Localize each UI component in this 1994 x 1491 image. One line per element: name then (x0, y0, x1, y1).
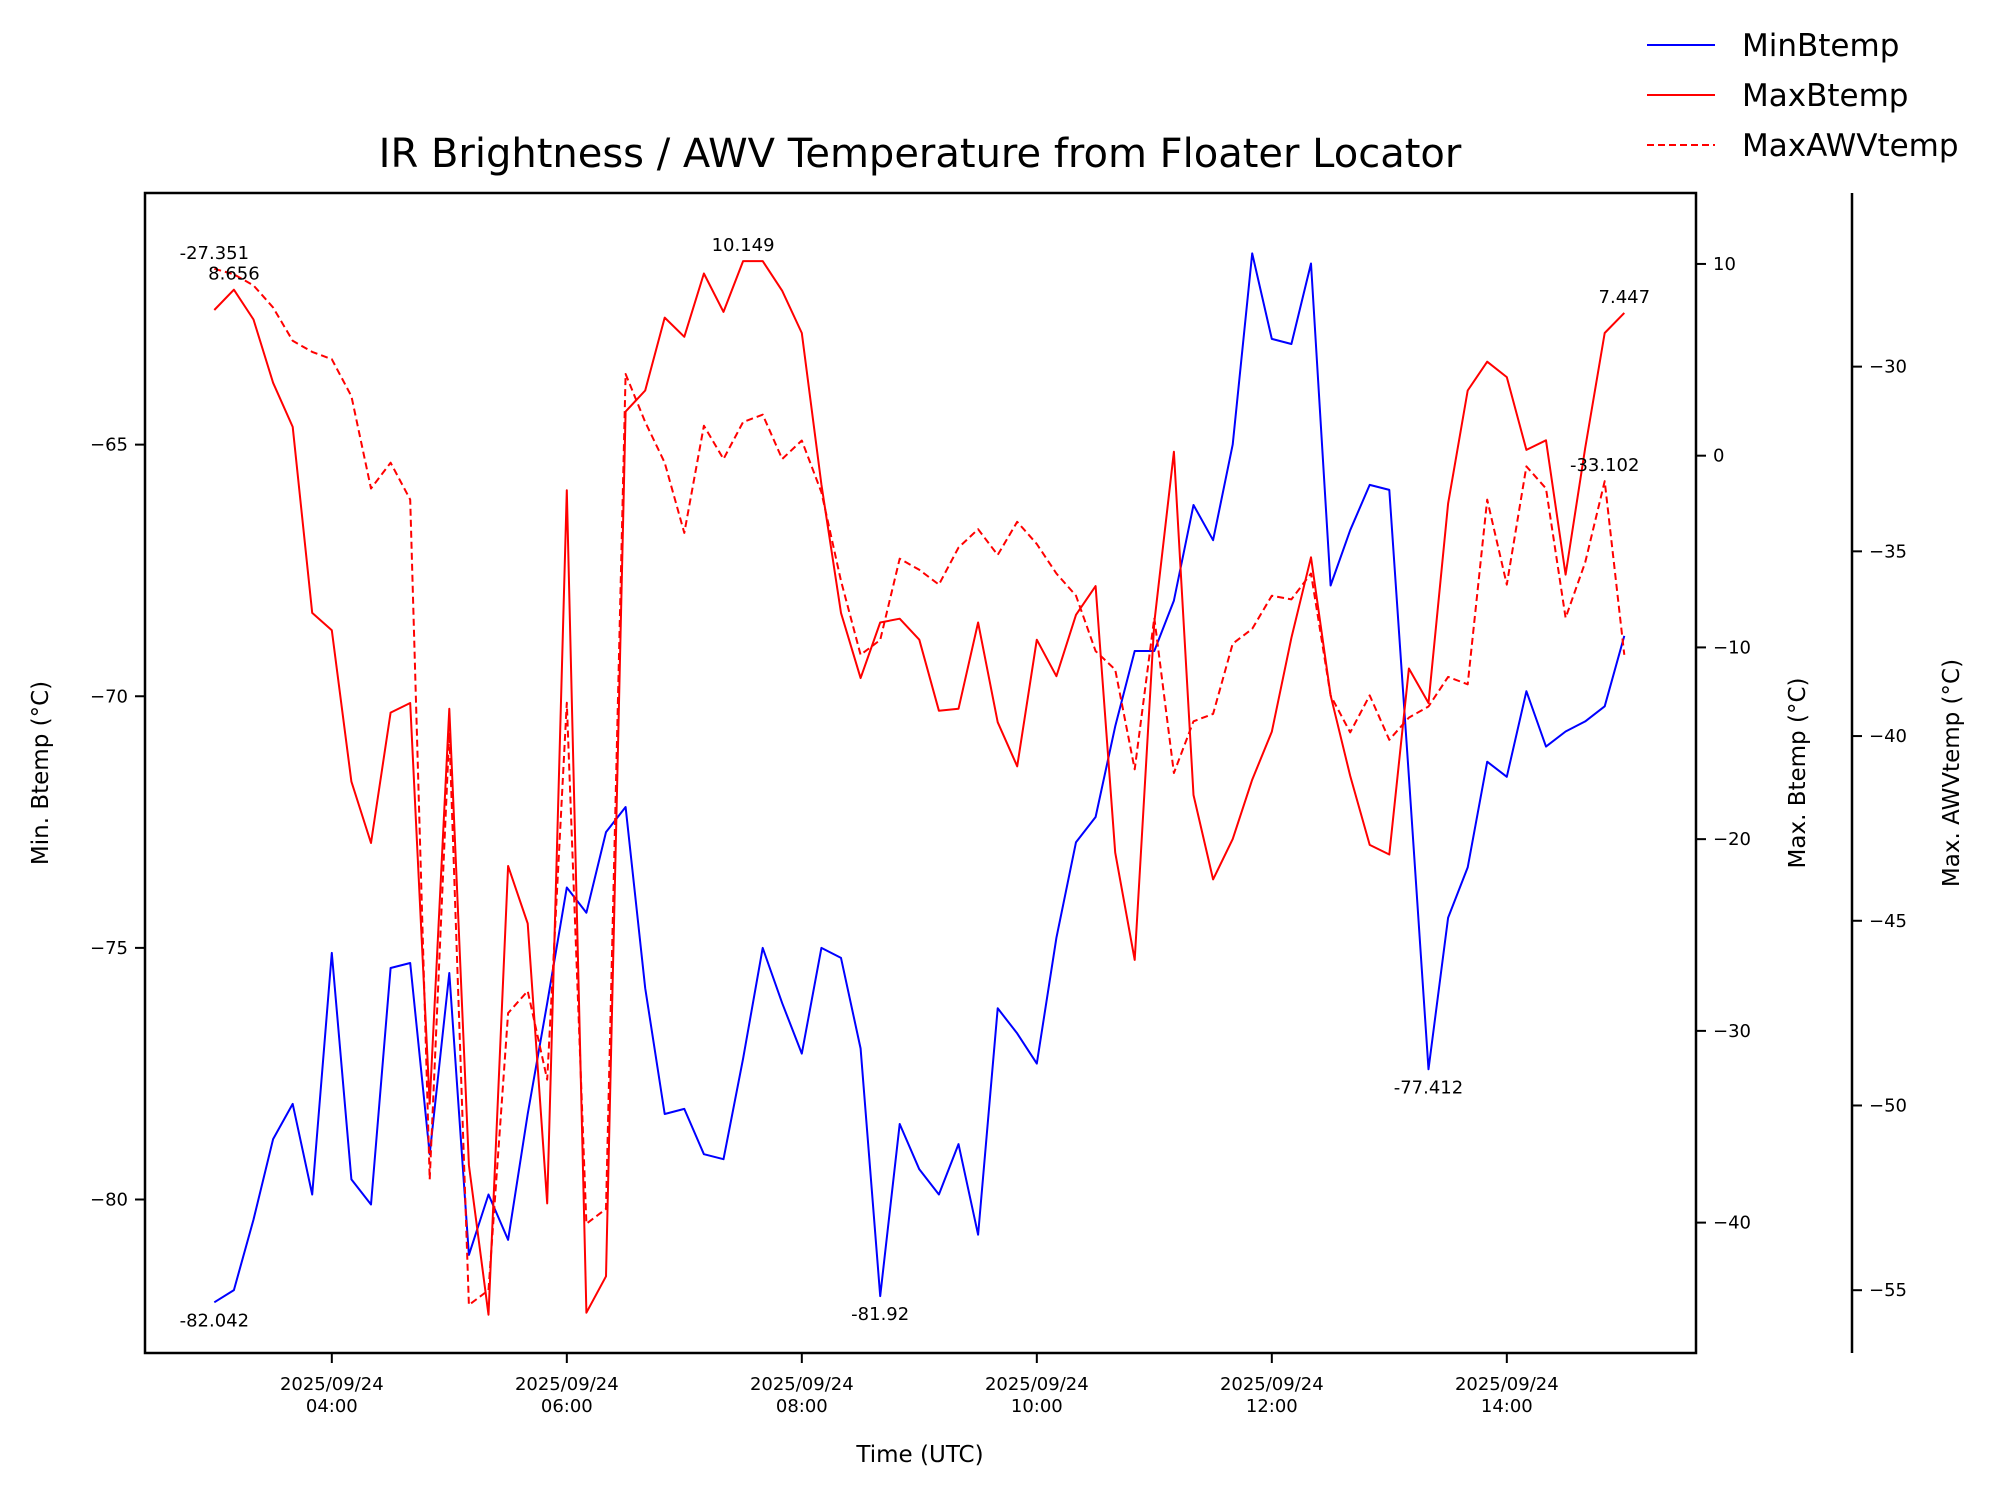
right1-tick-label: −40 (1713, 1213, 1751, 1234)
data-label: -27.351 (180, 243, 249, 264)
left-tick-label: −75 (90, 938, 128, 959)
right1-tick-label: −20 (1713, 829, 1751, 850)
left-tick-label: −70 (90, 686, 128, 707)
series-line-MaxAWVtemp (214, 267, 1626, 1306)
x-tick-label-date: 2025/09/24 (1455, 1374, 1559, 1395)
left-axis-label: Min. Btemp (°C) (28, 681, 54, 865)
x-tick-label-date: 2025/09/24 (985, 1374, 1089, 1395)
right2-tick-label: −45 (1869, 911, 1907, 932)
data-label: 10.149 (712, 235, 775, 256)
left-tick-label: −80 (90, 1190, 128, 1211)
plot-frame (143, 191, 1698, 1355)
axes-layer: 2025/09/2404:002025/09/2406:002025/09/24… (90, 254, 1907, 1417)
series-line-MinBtemp (213, 252, 1626, 1304)
right1-tick-label: 0 (1713, 446, 1724, 467)
right2-axis-label: Max. AWVtemp (°C) (1939, 659, 1965, 887)
right2-tick-label: −30 (1869, 357, 1907, 378)
data-label: -81.92 (851, 1304, 909, 1325)
data-label: -82.042 (180, 1310, 249, 1331)
legend-label: MaxAWVtemp (1742, 128, 1959, 164)
x-tick-label-time: 12:00 (1246, 1396, 1298, 1417)
right2-tick-label: −50 (1869, 1095, 1907, 1116)
right2-tick-label: −35 (1869, 541, 1907, 562)
x-tick-label-date: 2025/09/24 (280, 1374, 384, 1395)
data-label: 8.656 (208, 264, 260, 285)
right2-tick-label: −40 (1869, 726, 1907, 747)
data-label: -77.412 (1394, 1077, 1463, 1098)
chart-title: IR Brightness / AWV Temperature from Flo… (379, 131, 1462, 177)
x-tick-label-time: 04:00 (306, 1396, 358, 1417)
data-label: -33.102 (1570, 455, 1639, 476)
left-tick-label: −65 (90, 435, 128, 456)
legend-label: MaxBtemp (1742, 78, 1908, 114)
x-tick-label-time: 06:00 (541, 1396, 593, 1417)
x-tick-label-date: 2025/09/24 (750, 1374, 854, 1395)
x-tick-label-date: 2025/09/24 (1220, 1374, 1324, 1395)
x-axis-label: Time (UTC) (855, 1442, 983, 1468)
right1-tick-label: −10 (1713, 637, 1751, 658)
legend-label: MinBtemp (1742, 28, 1899, 64)
x-tick-label-time: 10:00 (1011, 1396, 1063, 1417)
right1-axis-label: Max. Btemp (°C) (1785, 678, 1811, 869)
right1-tick-label: 10 (1713, 254, 1736, 275)
x-tick-label-time: 08:00 (776, 1396, 828, 1417)
legend: MinBtemp MaxBtemp MaxAWVtemp (1647, 28, 1959, 164)
annotation-layer: -82.042 -81.92 -77.412 8.656 10.149 7.447 -27.… (180, 235, 1651, 1331)
x-tick-label-time: 14:00 (1481, 1396, 1533, 1417)
right2-tick-label: −55 (1869, 1280, 1907, 1301)
data-label: 7.447 (1599, 287, 1651, 308)
series-line-MaxBtemp (213, 260, 1626, 1316)
series-layer (213, 252, 1626, 1316)
right1-tick-label: −30 (1713, 1021, 1751, 1042)
x-tick-label-date: 2025/09/24 (515, 1374, 619, 1395)
